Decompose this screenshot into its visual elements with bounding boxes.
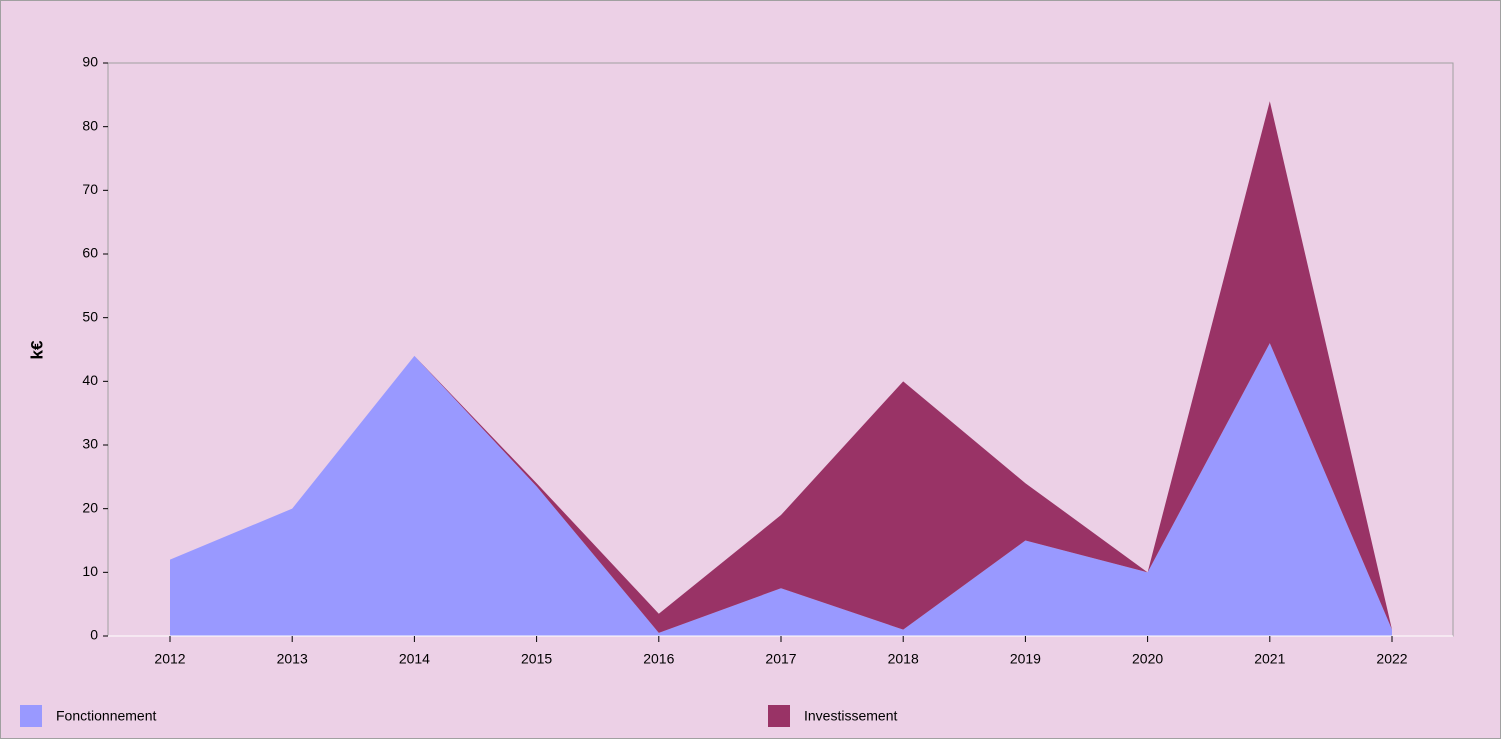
x-tick-label: 2016 — [643, 651, 674, 667]
y-tick-label: 40 — [82, 372, 98, 388]
x-tick-label: 2017 — [765, 651, 796, 667]
y-tick-label: 0 — [90, 627, 98, 643]
area — [170, 343, 1392, 636]
y-tick-label: 20 — [82, 499, 98, 515]
y-tick-label: 90 — [82, 54, 98, 70]
legend-swatch — [20, 705, 42, 727]
x-tick-label: 2022 — [1376, 651, 1407, 667]
legend-swatch — [768, 705, 790, 727]
y-tick-label: 50 — [82, 308, 98, 324]
y-tick-label: 10 — [82, 563, 98, 579]
x-tick-label: 2015 — [521, 651, 552, 667]
y-tick-label: 30 — [82, 436, 98, 452]
legend-label: Fonctionnement — [56, 708, 157, 724]
x-tick-label: 2018 — [888, 651, 919, 667]
y-tick-label: 60 — [82, 245, 98, 261]
y-axis-label: k€ — [27, 340, 46, 359]
x-tick-label: 2014 — [399, 651, 430, 667]
x-tick-label: 2013 — [277, 651, 308, 667]
y-tick-label: 80 — [82, 117, 98, 133]
x-tick-label: 2020 — [1132, 651, 1163, 667]
legend-label: Investissement — [804, 708, 897, 724]
x-tick-label: 2021 — [1254, 651, 1285, 667]
x-tick-label: 2012 — [154, 651, 185, 667]
y-tick-label: 70 — [82, 181, 98, 197]
x-tick-label: 2019 — [1010, 651, 1041, 667]
area — [170, 101, 1392, 633]
